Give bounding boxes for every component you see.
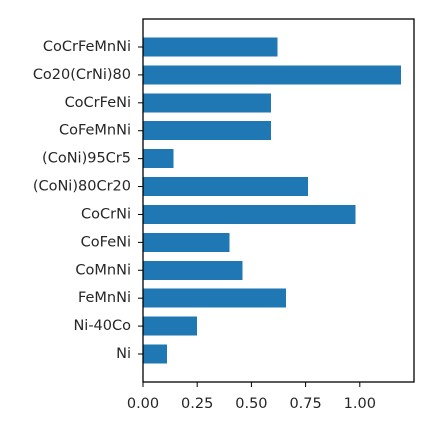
y-tick-label: Co20(CrNi)80: [33, 67, 131, 83]
bars-group: [143, 37, 401, 364]
bar-coni-80cr20: [143, 177, 308, 197]
bar-ni-40co: [143, 316, 198, 336]
y-tick-label: CoCrNi: [81, 206, 131, 222]
bar-cocrfemnni: [143, 37, 278, 57]
y-tick-label: Ni-40Co: [73, 318, 131, 334]
bar-comnni: [143, 260, 243, 280]
x-tick-label: 1.00: [344, 396, 376, 412]
y-tick-labels: CoCrFeMnNi Co20(CrNi)80 CoCrFeNi CoFeMnNi (C…: [33, 39, 143, 362]
y-tick-label: CoCrFeMnNi: [43, 39, 131, 55]
bar-cofemnni: [143, 121, 271, 141]
y-tick-label: (CoNi)80Cr20: [33, 179, 131, 195]
x-tick-label: 0.00: [127, 396, 159, 412]
y-tick-label: CoFeNi: [81, 234, 131, 250]
plot-frame: [142, 18, 415, 383]
x-axis-ticks: 0.00 0.25 0.50 0.75 1.00: [127, 382, 376, 412]
bar-ni: [143, 344, 167, 364]
x-tick-label: 0.75: [289, 396, 321, 412]
y-tick-label: FeMnNi: [78, 290, 131, 306]
y-tick-label: Ni: [116, 346, 131, 362]
bar-cofeni: [143, 232, 230, 252]
y-tick-label: (CoNi)95Cr5: [42, 151, 131, 167]
x-tick-label: 0.25: [181, 396, 213, 412]
x-tick-label: 0.50: [235, 396, 267, 412]
bar-cocrfeni: [143, 93, 271, 113]
bar-co20-crni-80: [143, 65, 401, 85]
bar-coni-95cr5: [143, 149, 174, 169]
y-tick-label: CoMnNi: [75, 262, 131, 278]
bar-femnni: [143, 288, 287, 308]
bar-cocrni: [143, 204, 356, 224]
y-tick-label: CoFeMnNi: [59, 123, 131, 139]
y-tick-label: CoCrFeNi: [65, 95, 131, 111]
